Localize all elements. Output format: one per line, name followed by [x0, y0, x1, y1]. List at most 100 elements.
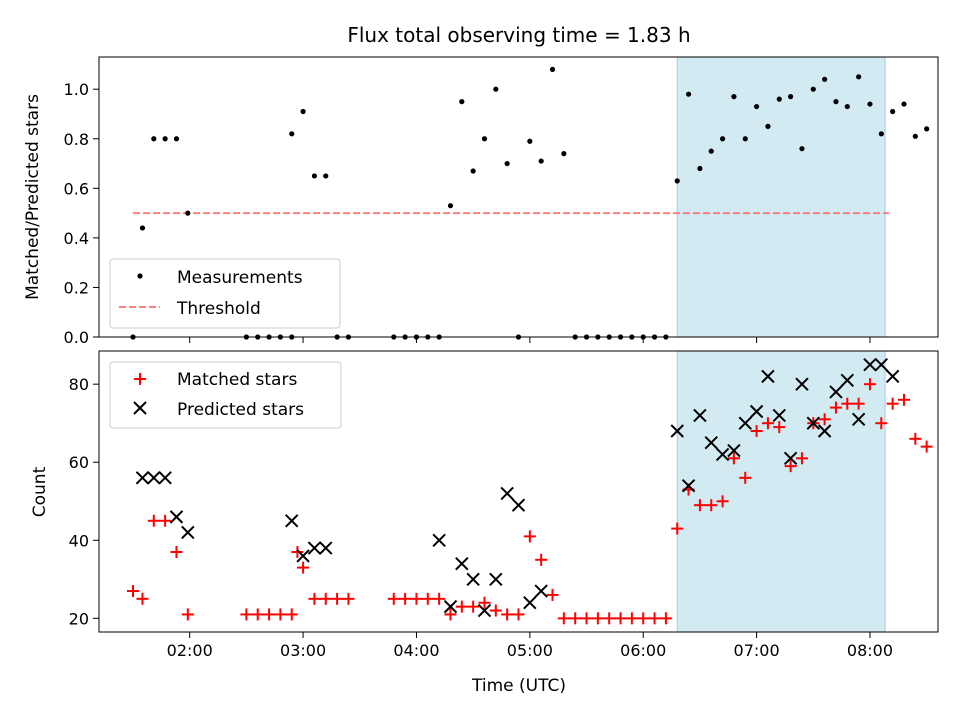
predicted-star-point	[795, 377, 809, 391]
matched-star-point	[263, 608, 276, 621]
matched-star-point	[136, 592, 149, 605]
matched-star-point	[444, 608, 457, 621]
bottom-y-ticks: 20 40 60 80	[69, 375, 99, 628]
matched-star-point	[591, 612, 604, 625]
bottom-y-axis-label: Count	[30, 466, 50, 517]
predicted-star-point	[772, 408, 786, 423]
matched-star-point	[795, 452, 808, 465]
matched-star-point	[331, 592, 344, 605]
y-tick-label: 0.4	[64, 229, 89, 248]
predicted-star-point	[704, 436, 718, 450]
matched-star-point	[852, 397, 865, 410]
x-tick-label: 06:00	[620, 641, 666, 660]
matched-star-point	[750, 425, 763, 438]
matched-star-point	[523, 530, 536, 543]
matched-star-point	[739, 471, 752, 484]
measurement-point	[799, 146, 805, 152]
measurement-point	[867, 101, 873, 107]
y-tick-label: 20	[69, 609, 89, 628]
top-panel: Flux total observing time = 1.83 h 0.00.…	[23, 23, 939, 347]
matched-star-point	[433, 592, 446, 605]
predicted-star-point	[511, 498, 526, 512]
measurement-point	[151, 136, 157, 142]
measurement-point	[856, 74, 862, 80]
matched-star-point	[829, 401, 842, 414]
predicted-star-point	[715, 447, 730, 462]
x-tick-label: 03:00	[280, 641, 326, 660]
matched-star-point	[319, 592, 332, 605]
predicted-star-point	[738, 416, 752, 430]
predicted-star-point	[670, 424, 684, 438]
y-tick-label: 40	[69, 531, 89, 550]
matched-star-point	[920, 440, 933, 453]
matched-star-point	[637, 612, 650, 625]
y-tick-label: 0.6	[64, 179, 89, 198]
predicted-star-point	[817, 424, 832, 438]
measurement-point	[173, 136, 180, 142]
top-legend-box	[109, 258, 341, 329]
predicted-star-point	[466, 572, 480, 587]
legend-threshold-label: Threshold	[176, 299, 261, 319]
measurement-point	[504, 160, 510, 167]
matched-star-point	[342, 592, 355, 605]
matched-star-point	[818, 413, 831, 426]
y-tick-label: 1.0	[64, 80, 89, 99]
measurement-point	[493, 86, 499, 92]
matched-star-point	[897, 393, 910, 406]
matched-star-point	[421, 592, 434, 605]
legend-matched-label: Matched stars	[177, 370, 297, 390]
matched-stars-points	[127, 378, 933, 625]
matched-star-point	[875, 417, 888, 430]
predicted-star-point	[840, 373, 855, 387]
matched-star-point	[489, 604, 502, 617]
matched-star-point	[512, 608, 525, 621]
measurement-point	[901, 101, 907, 107]
matched-star-point	[147, 514, 160, 527]
legend-matched-marker	[134, 373, 146, 385]
y-tick-label: 0.2	[64, 278, 89, 297]
matched-star-point	[716, 495, 729, 508]
top-legend: Measurements Threshold	[109, 258, 341, 329]
measurement-point	[776, 96, 782, 102]
measurement-point	[924, 126, 930, 132]
matched-star-point	[285, 608, 298, 621]
chart-title: Flux total observing time = 1.83 h	[347, 23, 690, 47]
measurement-point	[549, 66, 556, 72]
measurement-point	[822, 76, 828, 82]
legend-predicted-marker	[133, 401, 147, 415]
legend-measurements-label: Measurements	[177, 268, 303, 288]
matched-star-point	[614, 612, 627, 625]
top-y-axis-label: Matched/Predicted stars	[23, 94, 43, 300]
measurement-points	[130, 66, 930, 340]
predicted-star-point	[874, 357, 889, 372]
matched-star-point	[659, 612, 672, 625]
predicted-star-point	[681, 478, 696, 493]
predicted-star-point	[147, 471, 161, 485]
x-tick-label: 08:00	[847, 641, 893, 660]
predicted-star-point	[806, 416, 820, 430]
x-tick-label: 04:00	[393, 641, 439, 660]
predicted-star-point	[693, 408, 707, 423]
matched-star-point	[308, 592, 321, 605]
bottom-legend: Matched stars Predicted stars	[109, 361, 342, 429]
predicted-star-point	[432, 533, 446, 547]
x-axis-label: Time (UTC)	[471, 676, 566, 696]
matched-star-point	[569, 612, 582, 625]
matched-star-point	[251, 608, 264, 621]
measurement-point	[685, 91, 692, 97]
matched-star-point	[625, 612, 638, 625]
measurement-point	[470, 168, 476, 174]
measurement-point	[697, 165, 703, 172]
predicted-star-point	[181, 525, 195, 540]
top-x-ticks	[189, 337, 871, 343]
matched-star-point	[693, 499, 706, 512]
y-tick-label: 80	[69, 375, 89, 394]
measurement-point	[139, 225, 146, 231]
matched-star-point	[170, 545, 183, 558]
matched-star-point	[387, 592, 400, 605]
measurement-point	[527, 138, 533, 144]
y-tick-label: 60	[69, 453, 89, 472]
measurement-point	[185, 210, 191, 216]
measurement-point	[561, 151, 567, 157]
